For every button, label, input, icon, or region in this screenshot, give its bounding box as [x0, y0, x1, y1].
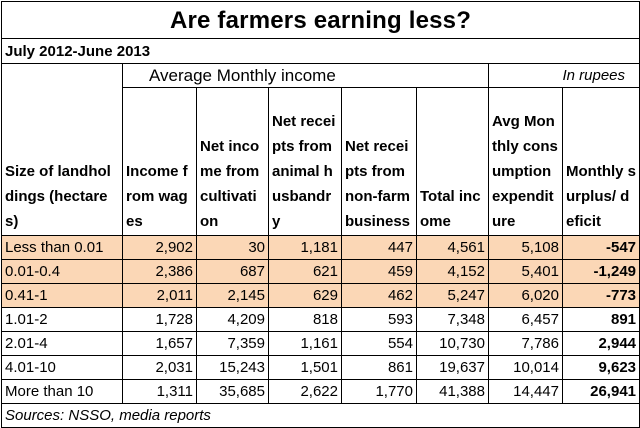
cultivation-cell: 4,209 — [196, 307, 269, 332]
surplus-cell: -1,249 — [561, 259, 640, 284]
total-income-cell: 4,561 — [416, 235, 489, 260]
animal-husbandry-cell: 629 — [268, 283, 342, 308]
landholding-size-cell: 0.41-1 — [1, 283, 123, 308]
surplus-cell: 9,623 — [561, 355, 640, 380]
wages-cell: 2,011 — [122, 283, 197, 308]
cultivation-cell: 30 — [196, 235, 269, 260]
nonfarm-business-cell: 447 — [341, 235, 417, 260]
period-label: July 2012-June 2013 — [0, 38, 640, 64]
landholding-size-cell: 0.01-0.4 — [1, 259, 123, 284]
table-row: 0.01-0.4 2,386 687 621 459 4,152 5,401 -1,249 — [1, 259, 640, 284]
nonfarm-business-cell: 861 — [341, 355, 417, 380]
cultivation-cell: 15,243 — [196, 355, 269, 380]
header-monthly-surplus: Monthly surplus/ deficit — [561, 87, 640, 236]
cultivation-cell: 35,685 — [196, 379, 269, 404]
total-income-cell: 4,152 — [416, 259, 489, 284]
table-row: Less than 0.01 2,902 30 1,181 447 4,561 5,108-… — [1, 235, 640, 260]
header-avg-consumption: Avg Monthly consumption expenditure — [488, 87, 563, 236]
nonfarm-business-cell: 462 — [341, 283, 417, 308]
consumption-cell: 6,457 — [488, 307, 563, 332]
header-landholding-size: Size of landholdings (hectares) — [1, 87, 123, 236]
table-row: 0.41-1 2,011 2,145 629 462 5,247 6,020 -773 — [1, 283, 640, 308]
animal-husbandry-cell: 1,161 — [268, 331, 342, 356]
table-row: 1.01-2 1,728 4,209 818 593 7,348 6,457 891 — [1, 307, 640, 332]
landholding-size-cell: 4.01-10 — [1, 355, 123, 380]
wages-cell: 2,386 — [122, 259, 197, 284]
consumption-cell: 5,401 — [488, 259, 563, 284]
wages-cell: 1,657 — [122, 331, 197, 356]
column-header-row: Size of landholdings (hectares) Income f… — [1, 87, 640, 236]
surplus-cell: -547 — [561, 235, 640, 260]
header-net-income-cultivation: Net income from cultivation — [196, 87, 269, 236]
unit-label: In rupees — [487, 63, 640, 88]
wages-cell: 1,311 — [122, 379, 197, 404]
total-income-cell: 19,637 — [416, 355, 489, 380]
total-income-cell: 10,730 — [416, 331, 489, 356]
cultivation-cell: 2,145 — [196, 283, 269, 308]
cultivation-cell: 687 — [196, 259, 269, 284]
total-income-cell: 41,388 — [416, 379, 489, 404]
surplus-cell: -773 — [561, 283, 640, 308]
animal-husbandry-cell: 621 — [268, 259, 342, 284]
header-total-income: Total income — [416, 87, 489, 236]
consumption-cell: 5,108 — [488, 235, 563, 260]
wages-cell: 2,031 — [122, 355, 197, 380]
consumption-cell: 7,786 — [488, 331, 563, 356]
total-income-cell: 5,247 — [416, 283, 489, 308]
surplus-cell: 2,944 — [561, 331, 640, 356]
nonfarm-business-cell: 1,770 — [341, 379, 417, 404]
average-monthly-income-label: Average Monthly income — [122, 63, 489, 88]
surplus-cell: 26,941 — [561, 379, 640, 404]
animal-husbandry-cell: 2,622 — [268, 379, 342, 404]
nonfarm-business-cell: 593 — [341, 307, 417, 332]
table-title: Are farmers earning less? — [0, 1, 640, 39]
landholding-size-cell: More than 10 — [1, 379, 123, 404]
table-row: 4.01-10 2,031 15,243 1,501 861 19,637 10,014 9,… — [1, 355, 640, 380]
animal-husbandry-cell: 1,501 — [268, 355, 342, 380]
animal-husbandry-cell: 1,181 — [268, 235, 342, 260]
total-income-cell: 7,348 — [416, 307, 489, 332]
nonfarm-business-cell: 459 — [341, 259, 417, 284]
source-note: Sources: NSSO, media reports — [0, 403, 640, 428]
cultivation-cell: 7,359 — [196, 331, 269, 356]
wages-cell: 1,728 — [122, 307, 197, 332]
consumption-cell: 6,020 — [488, 283, 563, 308]
surplus-cell: 891 — [561, 307, 640, 332]
table-row: 2.01-4 1,657 7,359 1,161 554 10,730 7,786 2,944 — [1, 331, 640, 356]
wages-cell: 2,902 — [122, 235, 197, 260]
landholding-size-cell: Less than 0.01 — [1, 235, 123, 260]
animal-husbandry-cell: 818 — [268, 307, 342, 332]
table-row: More than 10 1,311 35,685 2,622 1,770 41,388 1… — [1, 379, 640, 404]
landholding-size-cell: 1.01-2 — [1, 307, 123, 332]
consumption-cell: 14,447 — [488, 379, 563, 404]
header-income-wages: Income from wages — [122, 87, 197, 236]
header-net-receipts-animal: Net receipts from animal husbandry — [268, 87, 342, 236]
nonfarm-business-cell: 554 — [341, 331, 417, 356]
subheader-blank-cell — [1, 63, 123, 88]
consumption-cell: 10,014 — [488, 355, 563, 380]
landholding-size-cell: 2.01-4 — [1, 331, 123, 356]
header-net-receipts-nonfarm: Net receipts from non-farm business — [341, 87, 417, 236]
